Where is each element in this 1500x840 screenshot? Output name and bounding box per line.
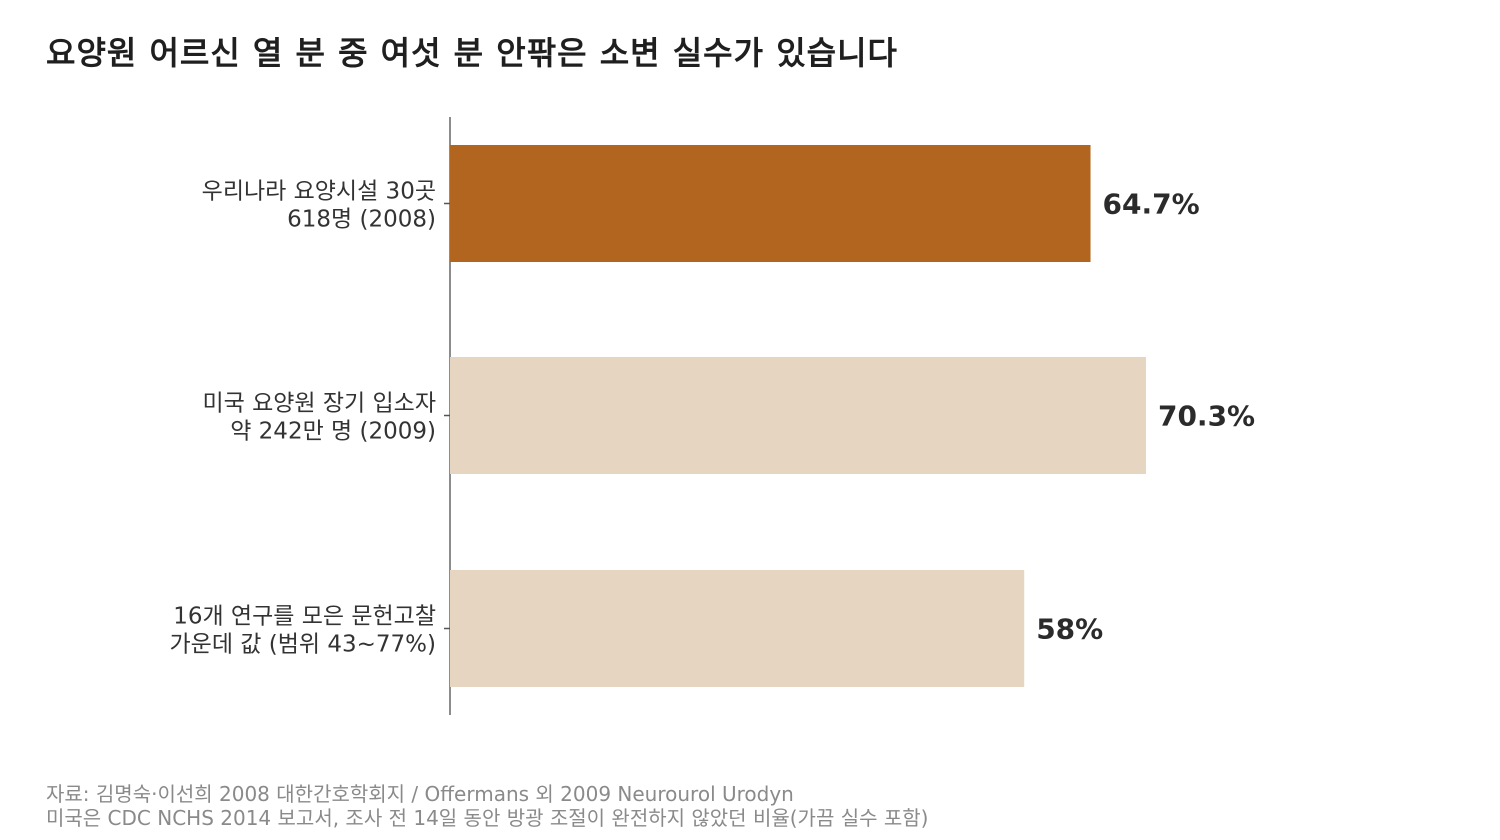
source-line-2: 미국은 CDC NCHS 2014 보고서, 조사 전 14일 동안 방광 조절… <box>46 806 929 830</box>
value-label-3: 58% <box>1036 613 1103 646</box>
source-line-1: 자료: 김명숙·이선희 2008 대한간호학회지 / Offermans 외 2… <box>46 782 794 806</box>
bar-3 <box>450 570 1025 687</box>
category-label-2: 미국 요양원 장기 입소자 약 242만 명 (2009) <box>202 391 436 445</box>
category-label-line: 16개 연구를 모은 문헌고찰 <box>173 604 436 630</box>
category-label-line: 가운데 값 (범위 43~77%) <box>170 632 437 658</box>
source-note: 자료: 김명숙·이선희 2008 대한간호학회지 / Offermans 외 2… <box>46 782 928 830</box>
chart-title: 요양원 어르신 열 분 중 여섯 분 안팎은 소변 실수가 있습니다 <box>46 34 898 72</box>
category-label-line: 우리나라 요양시설 30곳 <box>202 179 436 205</box>
category-label-line: 618명 (2008) <box>287 207 436 233</box>
bar-chart: 우리나라 요양시설 30곳 618명 (2008) 미국 요양원 장기 입소자 약 2… <box>170 117 1255 715</box>
category-label-3: 16개 연구를 모은 문헌고찰 가운데 값 (범위 43~77%) <box>170 604 437 658</box>
value-label-1: 64.7% <box>1103 188 1200 221</box>
category-label-1: 우리나라 요양시설 30곳 618명 (2008) <box>202 179 436 233</box>
bar-1 <box>450 145 1091 262</box>
category-label-line: 미국 요양원 장기 입소자 <box>202 391 436 417</box>
value-label-2: 70.3% <box>1158 400 1255 433</box>
category-label-line: 약 242만 명 (2009) <box>230 419 436 445</box>
bar-2 <box>450 357 1146 474</box>
